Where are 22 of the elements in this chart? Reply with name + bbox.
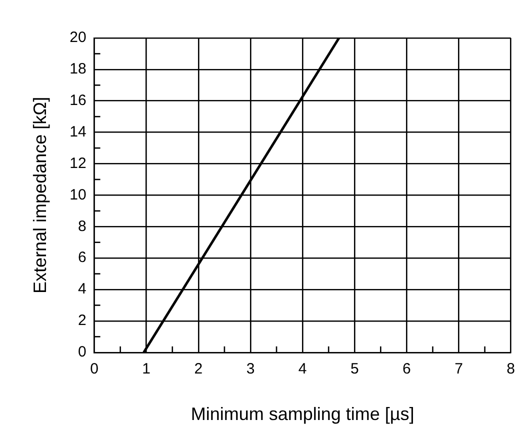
y-tick-label: 20 bbox=[70, 29, 86, 46]
y-tick-label: 18 bbox=[70, 60, 86, 78]
x-tick-label: 1 bbox=[142, 360, 151, 378]
y-tick-label: 16 bbox=[70, 92, 86, 110]
y-tick-label: 6 bbox=[78, 249, 86, 266]
x-tick-label: 3 bbox=[246, 360, 255, 378]
x-tick-label: 7 bbox=[454, 360, 463, 378]
y-tick-label: 10 bbox=[70, 186, 86, 204]
y-tick-label: 12 bbox=[70, 154, 86, 172]
x-axis-title: Minimum sampling time [µs] bbox=[190, 404, 414, 424]
x-tick-label: 0 bbox=[90, 360, 98, 378]
y-tick-label: 14 bbox=[70, 123, 86, 140]
y-axis-title: External impedance [kΩ] bbox=[30, 96, 50, 294]
x-tick-label: 2 bbox=[194, 360, 203, 378]
x-tick-label: 5 bbox=[350, 360, 359, 378]
y-tick-label: 0 bbox=[78, 344, 86, 361]
y-tick-label: 2 bbox=[78, 312, 86, 330]
x-tick-label: 6 bbox=[402, 360, 411, 378]
y-tick-label: 4 bbox=[78, 280, 86, 298]
y-tick-label: 8 bbox=[78, 218, 86, 235]
x-tick-label: 4 bbox=[298, 360, 307, 378]
x-tick-label: 8 bbox=[506, 360, 515, 378]
